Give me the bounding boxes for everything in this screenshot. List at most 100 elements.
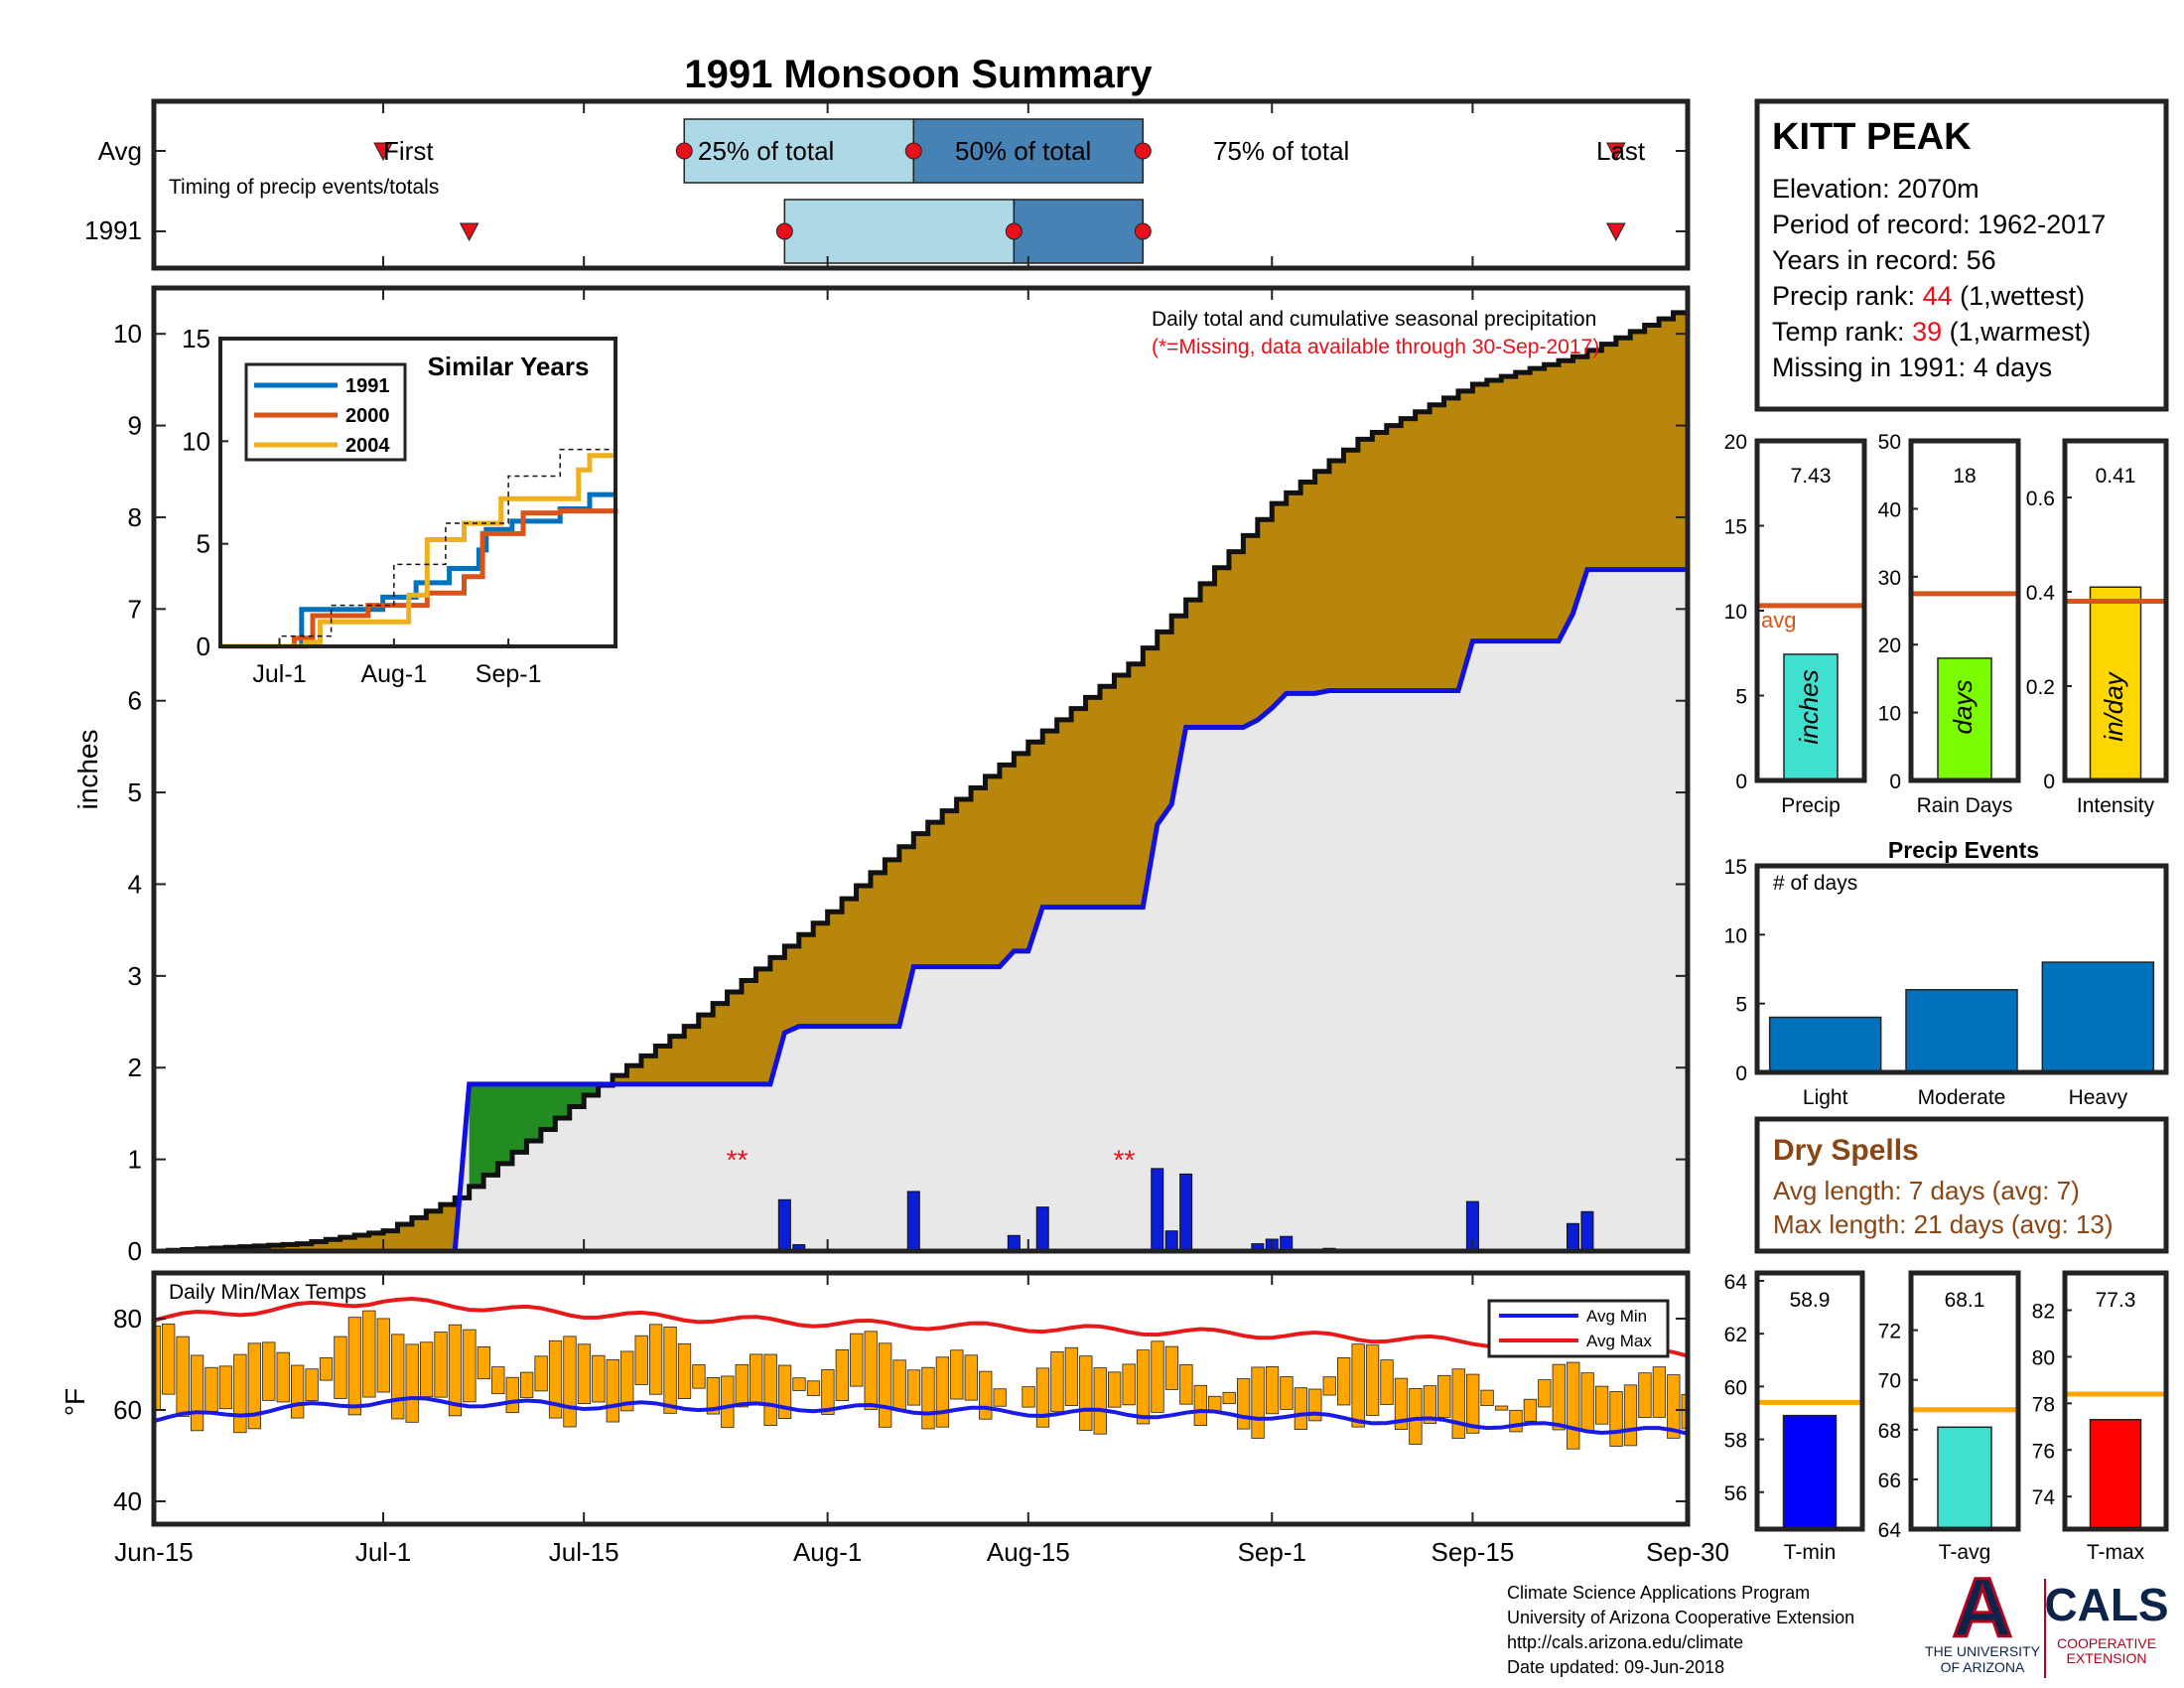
date-axis: Jun-15 Jul-1 Jul-15 Aug-1 Aug-15 Sep-1 Sep-15 S… — [114, 1537, 1729, 1567]
similar-avg-line — [220, 433, 616, 647]
precip-events-chart: Precip Events Light Moderate Heavy 0 5 10 15 #… — [1724, 837, 2169, 1109]
y-tick-label: 6 — [128, 686, 142, 716]
daily-temp-bar — [520, 1371, 534, 1398]
date-tick-label: Jun-15 — [114, 1537, 194, 1567]
daily-temp-bar — [1050, 1351, 1064, 1413]
cals-logo-line1: COOPERATIVE — [2057, 1635, 2156, 1651]
daily-temp-bar — [362, 1310, 376, 1398]
season-temp-value: 77.3 — [2096, 1289, 2136, 1312]
daily-temp-bar — [592, 1354, 606, 1403]
daily-temp-bar — [1466, 1373, 1480, 1434]
footer: Climate Science Applications Program Uni… — [1507, 1560, 2169, 1678]
events-y-tick-label: 5 — [1735, 994, 1747, 1017]
precip-chart: ** ** 0 1 2 3 4 5 6 7 8 9 10 Daily total and cumula… — [72, 285, 1691, 1266]
season-temp-axis-label: T-avg — [1939, 1541, 1991, 1564]
year-last-marker — [1605, 222, 1626, 242]
precip-event-label: Moderate — [1918, 1086, 2006, 1109]
precip-event-bar — [2041, 961, 2155, 1073]
daily-temp-bar — [376, 1318, 390, 1393]
daily-temp-bar — [906, 1369, 921, 1406]
daily-temp-bar — [706, 1377, 721, 1415]
daily-temp-bar — [218, 1365, 233, 1410]
inset-x-tick-label: Aug-1 — [360, 660, 427, 688]
daily-temp-bar — [491, 1366, 505, 1395]
daily-precip-bar — [1007, 1234, 1021, 1251]
daily-temp-bar — [1265, 1365, 1280, 1415]
daily-temp-bar — [290, 1364, 305, 1419]
daily-precip-bar — [777, 1198, 791, 1251]
daily-precip-bar — [906, 1191, 920, 1251]
precip-event-label: Heavy — [2069, 1086, 2128, 1109]
season-temp-y-tick-label: 64 — [1878, 1519, 1902, 1542]
page-title: 1991 Monsoon Summary — [684, 53, 1153, 96]
y-tick-label: 7 — [128, 594, 142, 624]
season-totals: 0 5 10 15 20 7.43 Precip inches avg 0 10 20 30 40 50 18… — [1724, 431, 2169, 817]
cals-logo-text: CALS — [2044, 1579, 2168, 1630]
cals-logo: CALS COOPERATIVE EXTENSION — [2044, 1579, 2168, 1666]
station-elevation: Elevation: 2070m — [1772, 174, 1979, 204]
inset-y-tick-label: 15 — [182, 324, 210, 353]
date-tick-label: Aug-15 — [987, 1537, 1070, 1567]
precip-event-bar — [1905, 989, 2018, 1073]
daily-temp-bar — [1164, 1345, 1179, 1390]
avg-last-marker — [1605, 142, 1626, 162]
season-temp-y-tick-label: 76 — [2032, 1440, 2055, 1463]
observed-cumulative-area — [154, 569, 1688, 1251]
daily-temp-bar — [190, 1354, 205, 1432]
precip-chart-note: Daily total and cumulative seasonal prec… — [1152, 308, 1596, 331]
precip-event-label: Light — [1803, 1086, 1848, 1109]
season-temp-bar — [1937, 1426, 1992, 1530]
station-missing: Missing in 1991: 4 days — [1772, 352, 2052, 382]
season-y-tick-label: 15 — [1724, 516, 1747, 539]
season-temp-y-tick-label: 58 — [1724, 1430, 1747, 1453]
daily-temp-bar — [777, 1364, 792, 1419]
season-axis-label: Intensity — [2077, 794, 2155, 817]
year-first-marker — [459, 222, 479, 242]
ua-logo: A THE UNIVERSITY OF ARIZONA — [1925, 1560, 2041, 1676]
season-temp-y-tick-label: 78 — [2032, 1393, 2055, 1416]
y-tick-label: 3 — [128, 961, 142, 991]
season-total-bar — [2089, 586, 2142, 781]
daily-temp-bar — [1667, 1374, 1681, 1439]
date-tick-label: Sep-30 — [1646, 1537, 1729, 1567]
daily-temp-bar — [1681, 1393, 1688, 1430]
q75-label: 75% of total — [1213, 136, 1349, 166]
dry-spells-avg: Avg length: 7 days (avg: 7) — [1773, 1176, 2080, 1205]
first-label: First — [383, 136, 434, 166]
daily-temp-bar — [1365, 1344, 1380, 1416]
season-temp-y-tick-label: 80 — [2032, 1346, 2055, 1369]
inset-frame — [218, 337, 617, 648]
last-label: Last — [1596, 136, 1646, 166]
temps-ylabel: °F — [60, 1388, 90, 1416]
quantile-marker — [675, 142, 693, 160]
daily-temp-bar — [305, 1368, 319, 1402]
station-precip-rank: Precip rank: 44 (1,wettest) — [1772, 281, 2085, 311]
season-temp-value: 58.9 — [1790, 1289, 1831, 1312]
daily-temp-bar — [448, 1324, 463, 1417]
daily-temp-bar — [735, 1363, 749, 1408]
daily-temp-bar — [763, 1353, 777, 1427]
daily-temp-bar — [979, 1370, 993, 1420]
season-temp-y-tick-label: 72 — [1878, 1321, 1901, 1343]
daily-temp-bar — [1236, 1378, 1251, 1430]
daily-temp-bar — [806, 1380, 821, 1396]
daily-temp-bar — [634, 1335, 648, 1385]
temps-chart-marks — [154, 1297, 1688, 1450]
daily-temp-bar — [162, 1323, 176, 1395]
daily-temp-bar — [1222, 1391, 1236, 1405]
quantile-marker — [1005, 222, 1023, 240]
season-axis-label: Precip — [1781, 794, 1841, 817]
date-tick-label: Aug-1 — [793, 1537, 862, 1567]
daily-temp-bar — [262, 1341, 276, 1401]
season-temp-y-tick-label: 62 — [1724, 1324, 1747, 1346]
daily-precip-bar — [1179, 1173, 1193, 1251]
daily-temp-bar — [1567, 1361, 1580, 1450]
daily-temp-bar — [334, 1336, 347, 1399]
daily-temp-bar — [879, 1342, 892, 1428]
similar-years-inset: 0 5 10 15 Jul-1 Aug-1 Sep-1 1991 2000 2004 Simila… — [182, 324, 618, 688]
date-tick-label: Sep-15 — [1431, 1537, 1514, 1567]
season-axis-label: Rain Days — [1917, 794, 2013, 817]
dry-spells-frame — [1754, 1116, 2169, 1254]
inset-y-tick-label: 0 — [197, 632, 210, 661]
